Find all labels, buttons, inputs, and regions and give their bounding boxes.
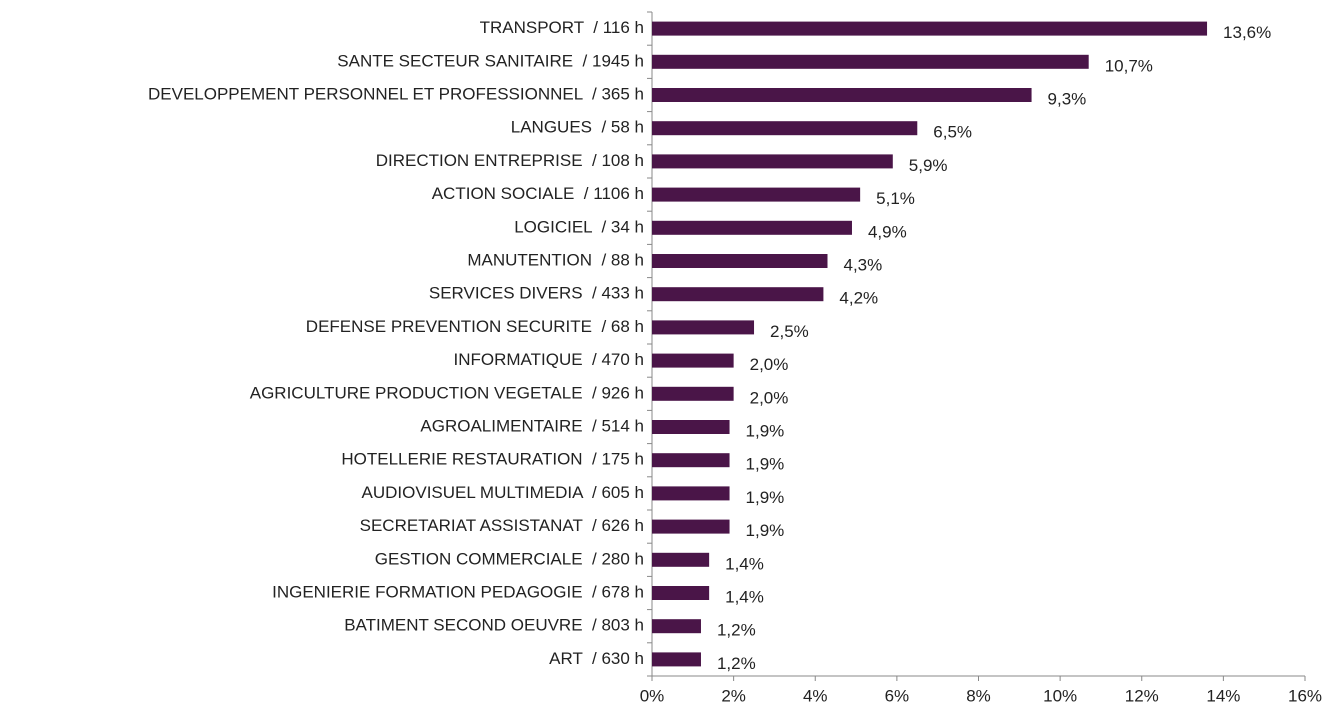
y-tick-label: DEVELOPPEMENT PERSONNEL ET PROFESSIONNEL… [148,84,644,103]
bar [652,220,852,235]
value-label: 1,9% [746,488,785,507]
value-label: 10,7% [1105,56,1153,75]
bar [652,486,730,501]
value-label: 1,2% [717,654,756,673]
value-label: 4,3% [843,255,882,274]
y-tick-label: DIRECTION ENTREPRISE / 108 h [376,151,644,170]
y-tick-label: DEFENSE PREVENTION SECURITE / 68 h [306,317,644,336]
value-label: 1,9% [746,421,785,440]
bar [652,287,824,302]
y-tick-label: LOGICIEL / 34 h [514,217,644,236]
bar [652,121,918,136]
x-tick-label: 12% [1125,686,1159,705]
value-label: 6,5% [933,123,972,142]
value-label: 1,9% [746,521,785,540]
bar [652,320,755,335]
value-label: 1,2% [717,621,756,640]
bar [652,21,1208,36]
x-tick-label: 0% [640,686,665,705]
value-label: 2,5% [770,322,809,341]
value-label: 4,2% [839,289,878,308]
y-tick-label: ART / 630 h [549,649,644,668]
value-label: 1,4% [725,554,764,573]
bar [652,88,1032,102]
bar [652,187,861,202]
bar [652,619,701,634]
bar [652,453,730,468]
bar [652,154,893,169]
y-tick-label: LANGUES / 58 h [511,118,644,137]
y-tick-label: SERVICES DIVERS / 433 h [429,284,644,303]
bar [652,386,734,401]
x-tick-label: 8% [966,686,991,705]
value-label: 2,0% [750,388,789,407]
y-tick-label: INFORMATIQUE / 470 h [453,350,644,369]
value-label: 1,4% [725,587,764,606]
value-label: 5,9% [909,156,948,175]
y-tick-label: ACTION SOCIALE / 1106 h [432,184,644,203]
x-tick-label: 14% [1206,686,1240,705]
value-label: 1,9% [746,455,785,474]
y-tick-label: AGRICULTURE PRODUCTION VEGETALE / 926 h [250,383,644,402]
bar [652,519,730,534]
bar [652,420,730,434]
y-tick-label: BATIMENT SECOND OEUVRE / 803 h [344,616,644,635]
y-tick-label: SANTE SECTEUR SANITAIRE / 1945 h [337,51,644,70]
value-label: 13,6% [1223,23,1271,42]
y-tick-label: INGENIERIE FORMATION PEDAGOGIE / 678 h [272,582,644,601]
x-tick-label: 4% [803,686,828,705]
bar [652,54,1089,69]
y-tick-label: AGROALIMENTAIRE / 514 h [420,416,644,435]
x-tick-label: 6% [885,686,910,705]
bar [652,353,734,368]
bar [652,254,828,268]
y-tick-label: AUDIOVISUEL MULTIMEDIA / 605 h [362,483,644,502]
y-tick-label: TRANSPORT / 116 h [480,18,644,37]
x-tick-label: 16% [1288,686,1322,705]
x-tick-label: 10% [1043,686,1077,705]
bar [652,552,710,567]
y-tick-label: GESTION COMMERCIALE / 280 h [375,549,644,568]
value-label: 2,0% [750,355,789,374]
y-tick-label: HOTELLERIE RESTAURATION / 175 h [341,450,644,469]
value-label: 9,3% [1048,89,1087,108]
y-tick-label: SECRETARIAT ASSISTANAT / 626 h [360,516,644,535]
y-tick-label: MANUTENTION / 88 h [467,250,644,269]
value-label: 5,1% [876,189,915,208]
x-tick-label: 2% [721,686,746,705]
bar [652,652,701,667]
bar [652,586,710,600]
value-label: 4,9% [868,222,907,241]
